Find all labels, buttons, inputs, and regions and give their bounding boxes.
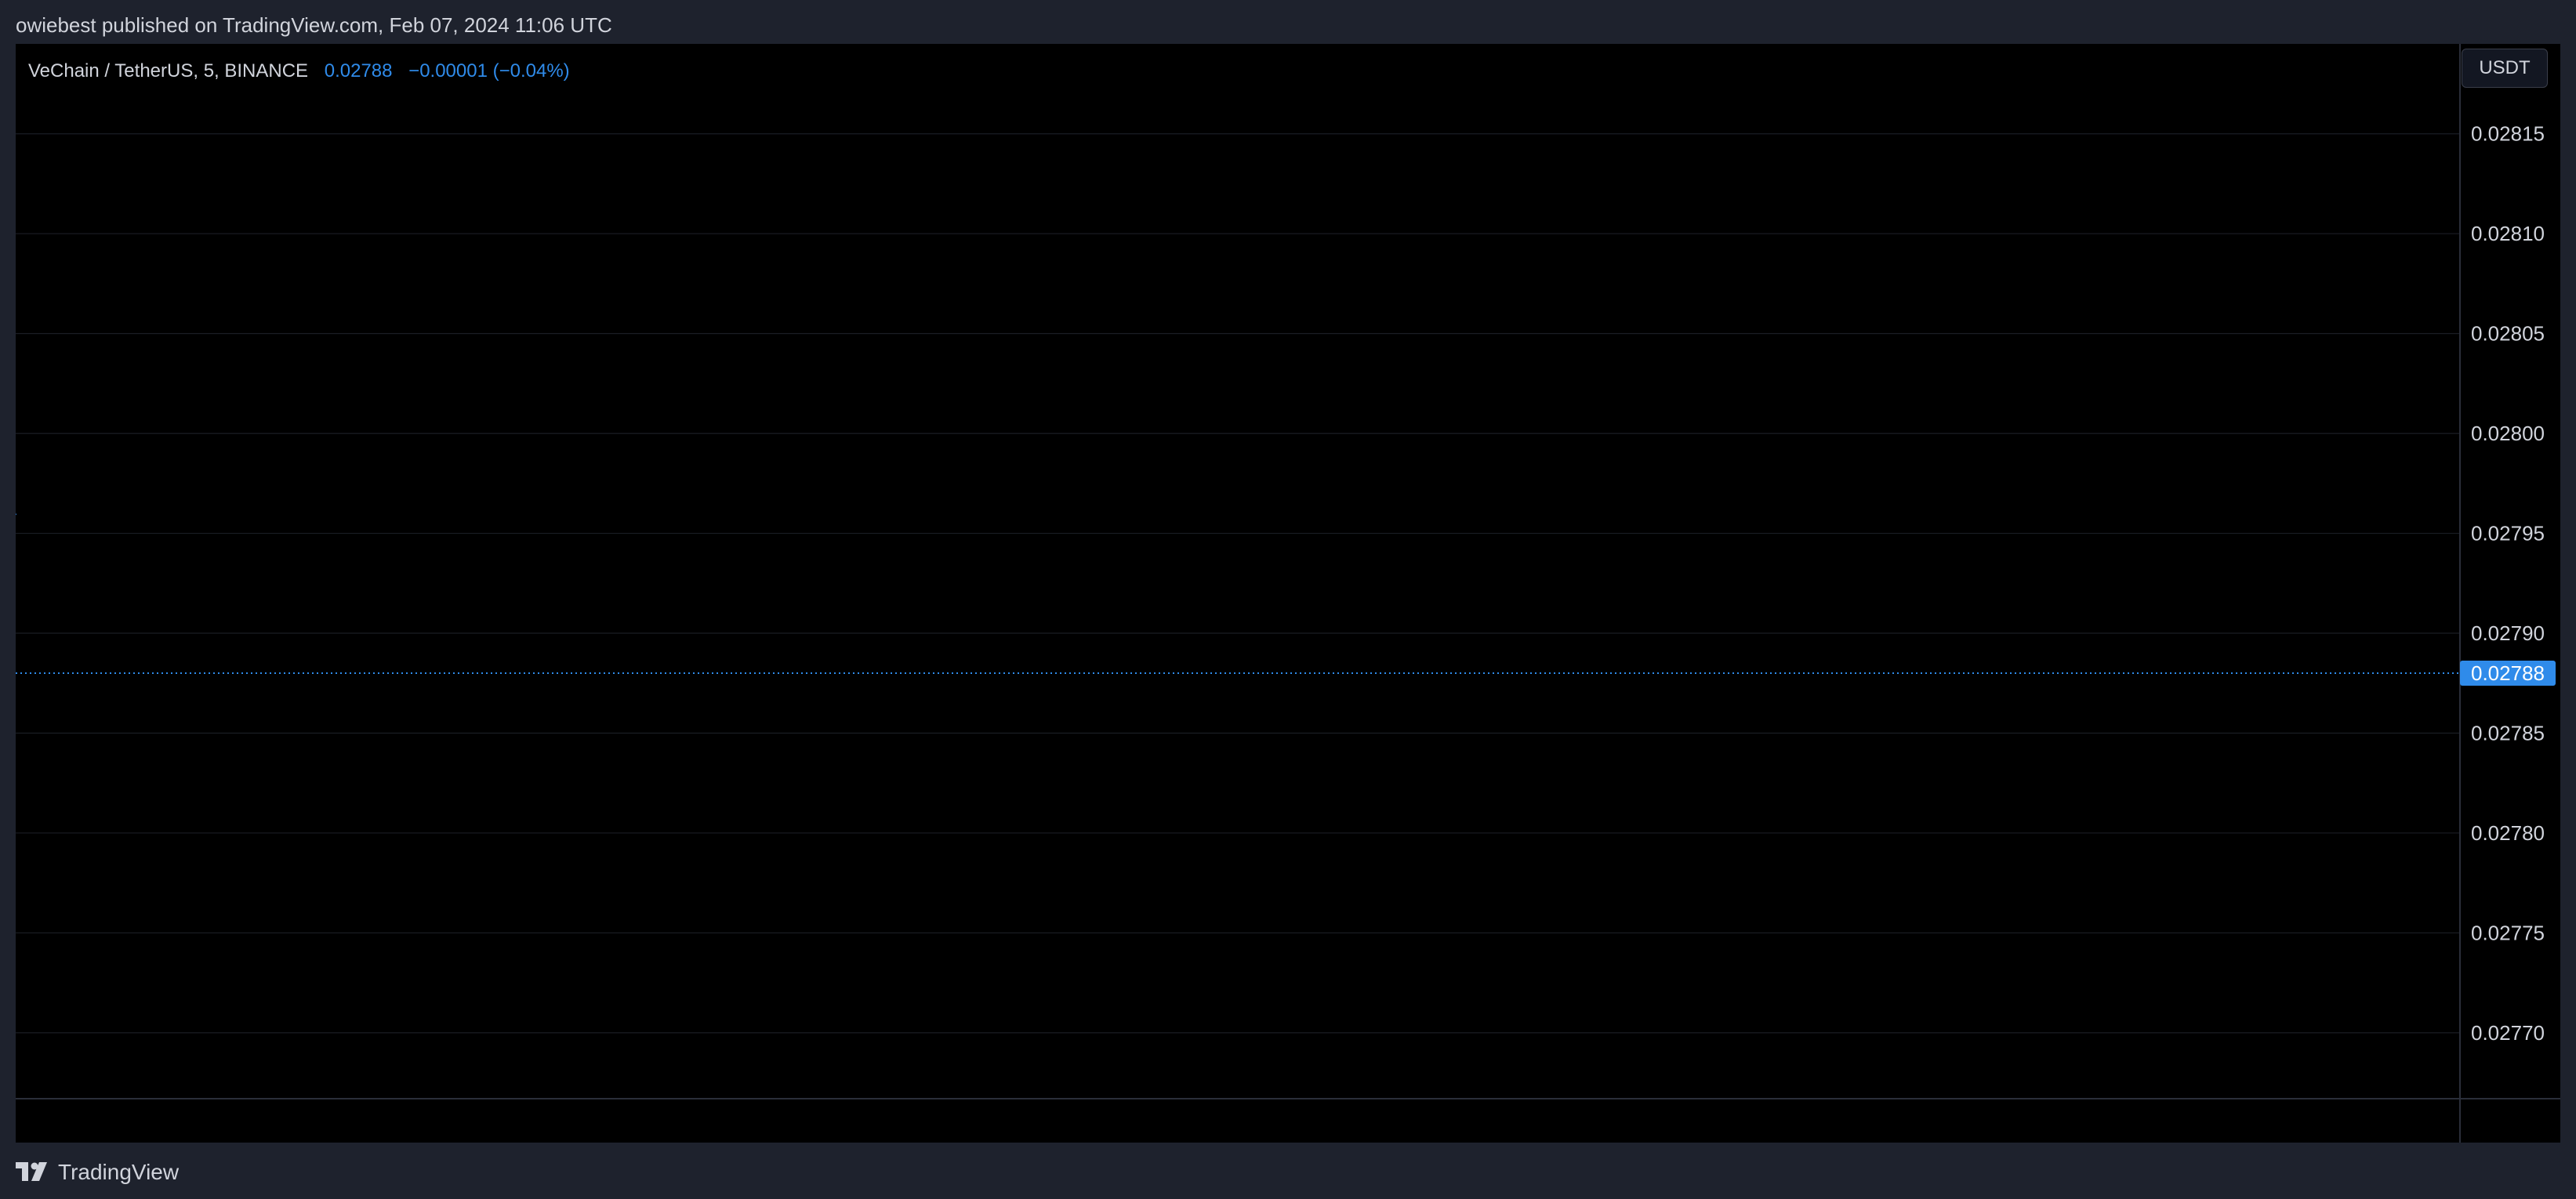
price-tick-label: 0.02805 (2471, 322, 2545, 346)
symbol-name[interactable]: VeChain / TetherUS, 5, BINANCE (28, 60, 309, 82)
axis-dividers (16, 44, 2560, 1143)
price-chart[interactable]: 19:0020:0021:0022:0023:00701:0002:0003:0… (16, 44, 2560, 1143)
price-tick-label: 0.02800 (2471, 422, 2545, 445)
price-tick-label: 0.02785 (2471, 721, 2545, 744)
price-tick-label: 0.02775 (2471, 921, 2545, 944)
grid (16, 133, 2460, 1034)
brand-name[interactable]: TradingView (58, 1160, 180, 1184)
price-axis: 0.02815 0.02810 0.02805 0.02800 0.02795 0.027… (2471, 122, 2545, 1045)
tradingview-logo-icon[interactable] (16, 1162, 50, 1183)
chart-panel[interactable]: 19:0020:0021:0022:0023:00701:0002:0003:0… (16, 44, 2560, 1143)
last-price-value: 0.02788 (324, 60, 393, 82)
price-tick-label: 0.02810 (2471, 222, 2545, 245)
footer: TradingView (16, 1157, 179, 1188)
price-tick-label: 0.02795 (2471, 522, 2545, 545)
price-tick-label: 0.02770 (2471, 1021, 2545, 1045)
last-price-tag (2460, 661, 2556, 686)
price-tick-label: 0.02790 (2471, 621, 2545, 645)
price-line-layer (16, 513, 2460, 675)
publish-info: owiebest published on TradingView.com, F… (16, 13, 612, 37)
last-price-tag-label: 0.02788 (2471, 661, 2545, 685)
price-change-value: −0.00001 (−0.04%) (408, 60, 570, 82)
symbol-legend: VeChain / TetherUS, 5, BINANCE 0.02788 −… (28, 52, 570, 91)
price-tick-label: 0.02815 (2471, 122, 2545, 146)
currency-button[interactable]: USDT (2462, 49, 2548, 88)
price-tick-label: 0.02780 (2471, 821, 2545, 845)
last-price-tag-layer: 0.02788 (2460, 661, 2556, 686)
